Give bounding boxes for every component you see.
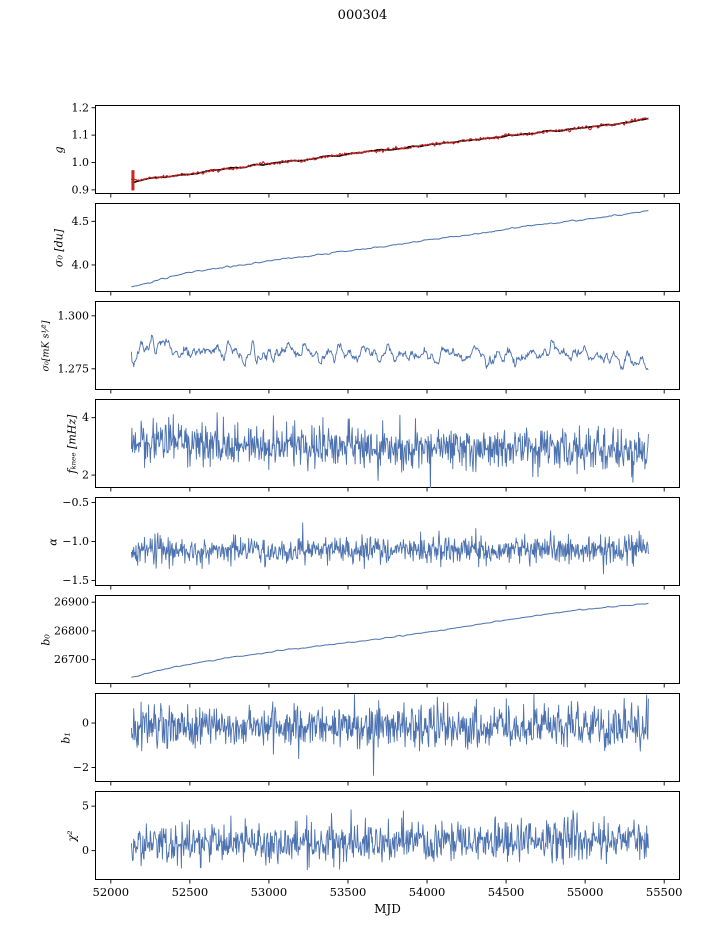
x-tick-label: 53000 <box>251 885 288 899</box>
y-axis-label-b0: b₀ <box>39 633 53 646</box>
subplot-sigma0-mK: σ₀[mK s¹⁄²] 1.275 1.300 <box>41 301 680 394</box>
y-tick-label: 26900 <box>54 596 89 609</box>
subplot-g: g 0.9 1.0 1.1 1.2 <box>53 101 680 198</box>
series-sigma0-mK <box>130 334 649 371</box>
subplot-b0: b₀ 26700 26800 26900 <box>40 595 680 688</box>
subplot-sigma0-du: σ₀ [du] 4.0 4.5 <box>53 203 680 296</box>
y-tick-label: −0.5 <box>62 496 89 509</box>
axes-frame <box>95 301 680 390</box>
series-f-knee <box>130 412 649 488</box>
series-sigma0-du <box>131 210 649 288</box>
y-tick-label: 26800 <box>54 624 89 637</box>
axes-frame <box>95 693 680 782</box>
series-g-gain <box>130 117 649 182</box>
y-tick-label: 2 <box>82 469 89 482</box>
x-tick-label: 54000 <box>409 885 446 899</box>
axes-sigma0-mK: 1.275 1.300 <box>58 301 680 394</box>
axes-chi2: 52000 52500 53000 53500 54000 54500 55000 55500… <box>82 791 682 899</box>
axes-frame <box>95 203 680 292</box>
axes-g: 0.9 1.0 1.1 1.2 <box>72 101 680 198</box>
y-tick-label: 4.0 <box>72 258 90 271</box>
y-axis-label-sigma0-du: σ₀ [du] <box>52 228 66 267</box>
x-tick-label: 53500 <box>330 885 367 899</box>
x-tick-label: 52000 <box>93 885 130 899</box>
axes-frame <box>95 105 680 194</box>
x-tick-label: 55500 <box>646 885 683 899</box>
axes-b1: −2 0 <box>73 693 680 786</box>
axes-fknee: 24 <box>82 399 680 492</box>
axes-frame <box>95 791 680 880</box>
figure-title: 000304 <box>337 8 388 23</box>
y-axis-label-alpha: α <box>46 537 60 546</box>
axes-frame <box>95 399 680 488</box>
y-tick-label: −1.0 <box>62 535 89 548</box>
y-axis-label-fknee: fₖₙₑₑ [mHz] <box>65 414 79 473</box>
y-axis-label-b1: b₁ <box>59 731 73 744</box>
y-tick-label: 0.9 <box>72 183 90 196</box>
x-axis-label: MJD <box>374 902 401 916</box>
y-axis-label-g: g <box>52 145 66 154</box>
x-tick-label: 54500 <box>488 885 525 899</box>
subplot-b1: b₁ −2 0 <box>59 693 680 786</box>
axes-frame <box>95 497 680 586</box>
y-tick-label: 1.2 <box>72 101 90 114</box>
series-b0-baseline <box>131 602 649 678</box>
y-tick-label: 1.1 <box>72 129 90 142</box>
x-tick-label: 55000 <box>567 885 604 899</box>
series-chi2 <box>130 809 649 871</box>
x-tick-label: 52500 <box>172 885 209 899</box>
y-tick-label: 0 <box>82 717 89 730</box>
axes-alpha: −1.5 −1.0 −0.5 <box>62 496 680 590</box>
axes-frame <box>95 595 680 684</box>
y-tick-label: 5 <box>82 800 89 813</box>
y-tick-label: −1.5 <box>62 574 89 587</box>
axes-b0: 26700 26800 26900 <box>54 595 680 688</box>
y-tick-label: 0 <box>82 844 89 857</box>
series-alpha <box>130 522 649 575</box>
y-tick-label: 1.300 <box>58 309 90 322</box>
axes-sigma0-du: 4.0 4.5 <box>72 203 680 296</box>
y-tick-label: 26700 <box>54 653 89 666</box>
series-b1-slope <box>130 693 649 776</box>
y-tick-label: 4.5 <box>72 215 90 228</box>
y-axis-label-sigma0-mK: σ₀[mK s¹⁄²] <box>40 320 52 371</box>
y-tick-label: 4 <box>82 411 89 424</box>
subplot-chi2: χ² 52000 52500 53000 53500 54000 54500 55000 55… <box>66 791 682 899</box>
subplot-alpha: α −1.5 −1.0 −0.5 <box>46 496 680 590</box>
y-axis-label-chi2: χ² <box>65 829 79 842</box>
y-tick-label: 1.0 <box>72 156 90 169</box>
y-tick-label: −2 <box>73 761 89 774</box>
y-tick-label: 1.275 <box>58 362 90 375</box>
